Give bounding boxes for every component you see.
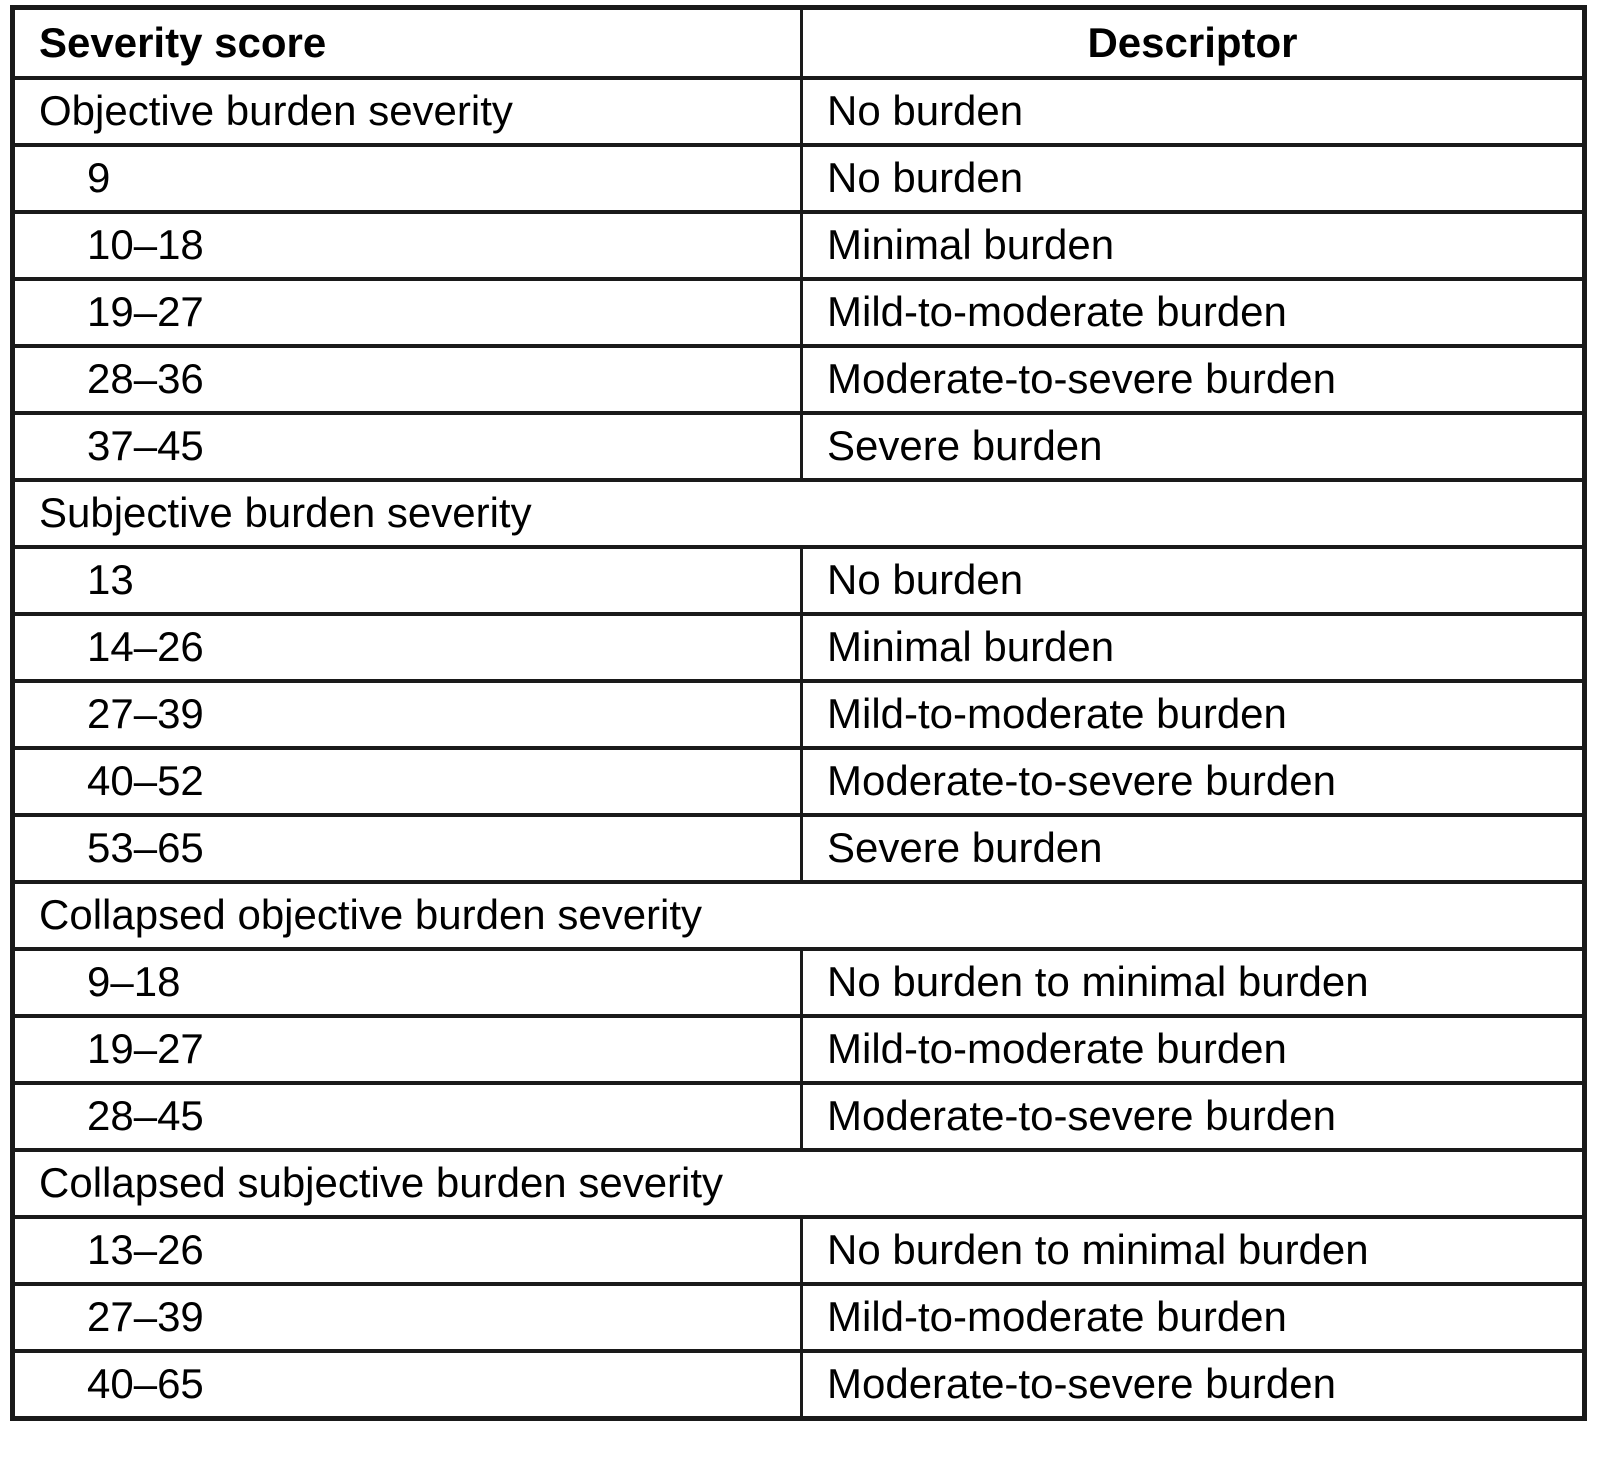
table-row: 9 No burden <box>11 143 1586 214</box>
descriptor-cell: Mild-to-moderate burden <box>800 1282 1586 1353</box>
section-row-collapsed-subjective: Collapsed subjective burden severity <box>11 1148 1586 1219</box>
descriptor-cell: Minimal burden <box>800 612 1586 683</box>
severity-score-cell: 9–18 <box>11 947 803 1018</box>
severity-score-cell: 28–36 <box>11 344 803 415</box>
header-row: Severity score Descriptor <box>11 5 1586 80</box>
severity-score-cell: 27–39 <box>11 679 803 750</box>
section-row-objective: Objective burden severity No burden <box>11 76 1586 147</box>
table-row: 10–18 Minimal burden <box>11 210 1586 281</box>
severity-score-cell: 40–65 <box>11 1349 803 1421</box>
severity-score-cell: 27–39 <box>11 1282 803 1353</box>
section-title-cell: Collapsed subjective burden severity <box>11 1148 1586 1219</box>
section-row-subjective: Subjective burden severity <box>11 478 1586 549</box>
severity-score-cell: 19–27 <box>11 277 803 348</box>
severity-score-cell: 13–26 <box>11 1215 803 1286</box>
descriptor-cell: Mild-to-moderate burden <box>800 1014 1586 1085</box>
table-row: 40–52 Moderate-to-severe burden <box>11 746 1586 817</box>
table-row: 28–45 Moderate-to-severe burden <box>11 1081 1586 1152</box>
severity-score-cell: 19–27 <box>11 1014 803 1085</box>
descriptor-cell: Moderate-to-severe burden <box>800 344 1586 415</box>
severity-score-cell: 9 <box>11 143 803 214</box>
severity-score-cell: 28–45 <box>11 1081 803 1152</box>
severity-score-cell: 37–45 <box>11 411 803 482</box>
descriptor-cell: Moderate-to-severe burden <box>800 746 1586 817</box>
table-row: 13–26 No burden to minimal burden <box>11 1215 1586 1286</box>
section-title-cell: Collapsed objective burden severity <box>11 880 1586 951</box>
table-row: 40–65 Moderate-to-severe burden <box>11 1349 1586 1421</box>
severity-score-cell: 10–18 <box>11 210 803 281</box>
column-header-descriptor: Descriptor <box>800 5 1586 80</box>
section-row-collapsed-objective: Collapsed objective burden severity <box>11 880 1586 951</box>
severity-score-cell: 40–52 <box>11 746 803 817</box>
descriptor-cell: Minimal burden <box>800 210 1586 281</box>
table-row: 27–39 Mild-to-moderate burden <box>11 1282 1586 1353</box>
descriptor-cell: Mild-to-moderate burden <box>800 679 1586 750</box>
descriptor-cell: No burden <box>800 143 1586 214</box>
descriptor-cell: No burden <box>800 545 1586 616</box>
descriptor-cell: Moderate-to-severe burden <box>800 1349 1586 1421</box>
descriptor-cell: Severe burden <box>800 411 1586 482</box>
severity-score-cell: 53–65 <box>11 813 803 884</box>
severity-score-cell: Objective burden severity <box>11 76 803 147</box>
severity-score-cell: 14–26 <box>11 612 803 683</box>
table-row: 19–27 Mild-to-moderate burden <box>11 1014 1586 1085</box>
descriptor-cell: Severe burden <box>800 813 1586 884</box>
descriptor-cell: No burden to minimal burden <box>800 1215 1586 1286</box>
severity-score-cell: 13 <box>11 545 803 616</box>
table-row: 9–18 No burden to minimal burden <box>11 947 1586 1018</box>
table-row: 19–27 Mild-to-moderate burden <box>11 277 1586 348</box>
table-row: 28–36 Moderate-to-severe burden <box>11 344 1586 415</box>
column-header-severity-score: Severity score <box>11 5 803 80</box>
table-row: 53–65 Severe burden <box>11 813 1586 884</box>
section-title-cell: Subjective burden severity <box>11 478 1586 549</box>
table-row: 14–26 Minimal burden <box>11 612 1586 683</box>
severity-table: Severity score Descriptor Objective burd… <box>10 5 1587 1421</box>
descriptor-cell: No burden to minimal burden <box>800 947 1586 1018</box>
descriptor-cell: Moderate-to-severe burden <box>800 1081 1586 1152</box>
table-row: 37–45 Severe burden <box>11 411 1586 482</box>
descriptor-cell: Mild-to-moderate burden <box>800 277 1586 348</box>
table-row: 27–39 Mild-to-moderate burden <box>11 679 1586 750</box>
descriptor-cell: No burden <box>800 76 1586 147</box>
table-row: 13 No burden <box>11 545 1586 616</box>
